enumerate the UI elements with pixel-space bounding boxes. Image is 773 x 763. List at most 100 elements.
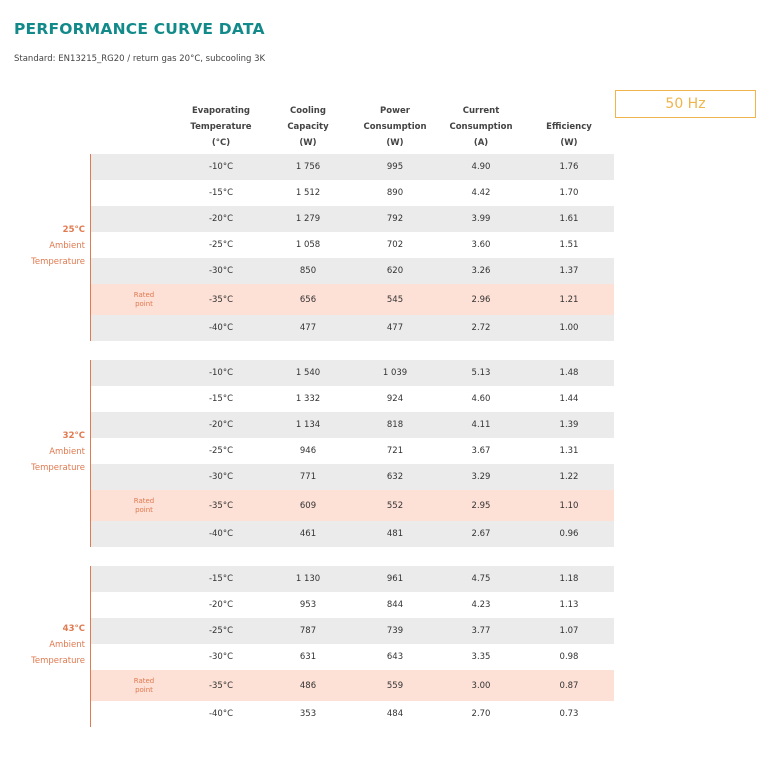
cell-evap: -30°C [208,652,234,662]
cell-cap: 486 [299,680,317,691]
column-header-line: Power [380,106,410,116]
table-row: -15°C 1 332 924 4.60 1.44 [91,386,614,412]
cell-power: 792 [386,214,404,224]
cell-cap: 1 279 [295,214,321,224]
cell-cap: 477 [299,323,317,333]
cell-evap: -15°C [208,574,234,584]
cell-power: 844 [386,600,404,610]
cell-cap: 631 [299,652,317,662]
column-header-evap: Evaporating Temperature (°C) [176,103,266,151]
table-row: -15°C 1 512 890 4.42 1.70 [91,180,614,206]
cell-power: 559 [386,680,404,691]
column-header-line: Cooling [290,106,326,116]
cell-cap: 771 [299,472,317,482]
rated-point-row: Rated point -35°C 609 552 2.95 1.10 [91,490,614,521]
cell-power: 1 039 [382,368,408,378]
cell-cap: 1 332 [295,394,321,404]
cell-power: 545 [386,294,404,305]
cell-evap: -40°C [208,323,234,333]
group-divider-line [90,154,91,341]
cell-power: 632 [386,472,404,482]
ambient-temperature-value: 25°C [62,224,85,235]
column-header-line: Consumption [363,122,427,132]
table-row: -10°C 1 756 995 4.90 1.76 [91,154,614,180]
cell-cap: 353 [299,709,317,719]
group-divider-line [90,360,91,547]
cell-eff: 1.18 [559,574,579,584]
page-title: PERFORMANCE CURVE DATA [14,20,265,38]
cell-current: 4.11 [471,420,491,430]
cell-cap: 1 058 [295,240,321,250]
cell-evap: -25°C [208,240,234,250]
cell-eff: 1.00 [559,323,579,333]
cell-eff: 1.44 [559,394,579,404]
column-header-line: (W) [386,138,404,148]
rated-point-row: Rated point -35°C 656 545 2.96 1.21 [91,284,614,315]
cell-eff: 1.31 [559,446,579,456]
cell-current: 3.29 [471,472,491,482]
cell-power: 620 [386,266,404,276]
rated-point-label-line: point [135,299,153,308]
cell-eff: 1.22 [559,472,579,482]
cell-power: 477 [386,323,404,333]
column-header-line: Evaporating [191,106,251,116]
cell-eff: 1.51 [559,240,579,250]
cell-power: 818 [386,420,404,430]
ambient-temperature-label: 25°C Ambient Temperature [0,222,85,270]
cell-evap: -10°C [208,162,234,172]
cell-eff: 0.73 [559,709,579,719]
rated-point-label-line: point [135,505,153,514]
cell-current: 2.67 [471,529,491,539]
cell-eff: 1.48 [559,368,579,378]
cell-eff: 0.98 [559,652,579,662]
table-row: -30°C 850 620 3.26 1.37 [91,258,614,284]
cell-eff: 1.37 [559,266,579,276]
rated-point-label-line: point [135,685,153,694]
cell-eff: 1.70 [559,188,579,198]
rated-point-label: Rated point [121,677,167,695]
cell-evap: -40°C [208,709,234,719]
cell-power: 552 [386,500,404,511]
cell-evap: -30°C [208,472,234,482]
table-row: -25°C 946 721 3.67 1.31 [91,438,614,464]
cell-power: 961 [386,574,404,584]
cell-eff: 0.87 [559,680,579,691]
rated-point-row: Rated point -35°C 486 559 3.00 0.87 [91,670,614,701]
cell-power: 739 [386,626,404,636]
cell-current: 3.35 [471,652,491,662]
cell-current: 3.26 [471,266,491,276]
column-header-power: Power Consumption (W) [350,103,440,151]
cell-current: 2.96 [471,294,491,305]
group-divider-line [90,566,91,727]
cell-power: 702 [386,240,404,250]
rated-point-label-line: Rated [133,496,155,505]
column-header-line: (W) [560,138,578,148]
column-header-line: Efficiency [546,122,592,132]
cell-current: 4.23 [471,600,491,610]
cell-cap: 1 756 [295,162,321,172]
cell-eff: 1.10 [559,500,579,511]
cell-cap: 1 512 [295,188,321,198]
ambient-temperature-caption: Temperature [31,462,85,473]
column-header-line: Capacity [287,122,329,132]
cell-power: 481 [386,529,404,539]
cell-eff: 1.39 [559,420,579,430]
column-header-line: (A) [473,138,489,148]
cell-cap: 946 [299,446,317,456]
standard-subtitle: Standard: EN13215_RG20 / return gas 20°C… [14,54,266,64]
column-header-line: Current [462,106,500,116]
cell-cap: 787 [299,626,317,636]
cell-current: 3.99 [471,214,491,224]
cell-current: 3.60 [471,240,491,250]
column-header-line: (°C) [211,138,231,148]
cell-eff: 0.96 [559,529,579,539]
rated-point-label-line: Rated [133,676,155,685]
ambient-temperature-label: 32°C Ambient Temperature [0,428,85,476]
cell-cap: 461 [299,529,317,539]
cell-power: 924 [386,394,404,404]
cell-power: 890 [386,188,404,198]
table-row: -40°C 477 477 2.72 1.00 [91,315,614,341]
ambient-temperature-caption: Ambient [49,240,85,251]
cell-cap: 850 [299,266,317,276]
cell-current: 4.75 [471,574,491,584]
